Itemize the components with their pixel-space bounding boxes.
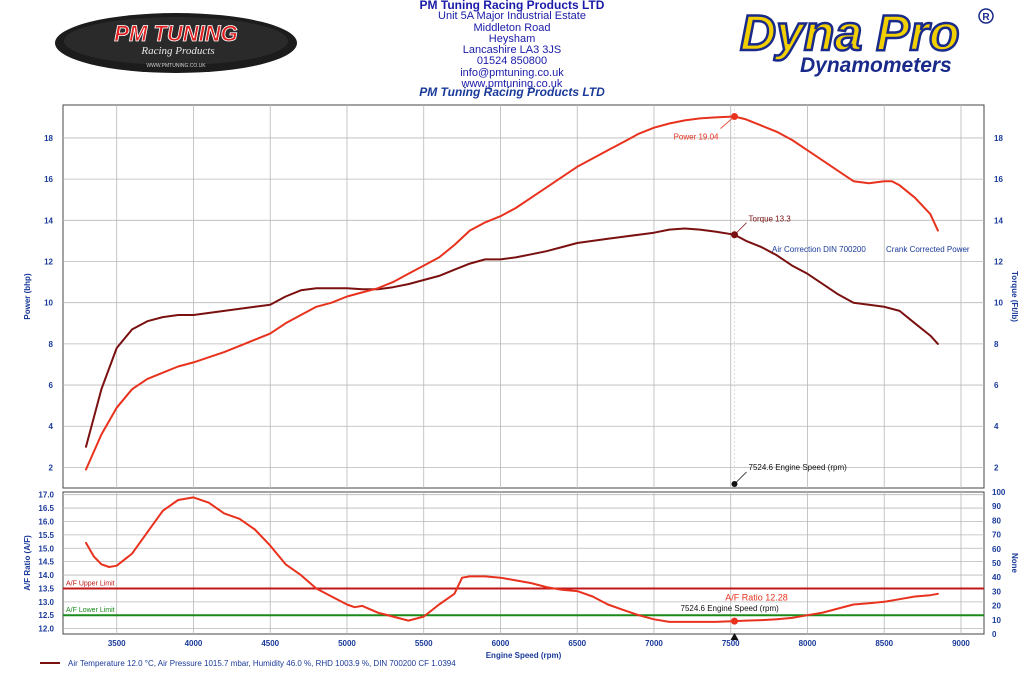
company-address-block: PM Tuning Racing Products LTD Unit 5A Ma… [380, 0, 644, 90]
power-y-tick-label: 6 [49, 381, 54, 390]
afr-y-tick-label: 12.5 [38, 611, 54, 620]
power-axis-title: Power (bhp) [23, 273, 32, 320]
website-url: www.pmtuning.co.uk [461, 78, 563, 91]
x-tick-label: 6500 [568, 639, 586, 648]
email-address: info@pmtuning.co.uk [460, 66, 564, 79]
torque-y-tick-label: 14 [994, 216, 1003, 225]
power-readout-label: Power 19.04 [674, 133, 719, 142]
svg-text:Racing Products: Racing Products [140, 45, 214, 57]
power-leader-line [720, 116, 735, 129]
power-y-tick-label: 10 [44, 299, 53, 308]
power-y-tick-label: 16 [44, 175, 53, 184]
afr-cursor-marker [731, 617, 739, 625]
afr-readout-label: A/F Ratio 12.28 [725, 592, 788, 602]
afr-y-tick-label: 13.5 [38, 584, 54, 593]
right-y-tick-label: 70 [992, 531, 1001, 540]
afr-y-tick-label: 16.0 [38, 517, 54, 526]
afr-panel-frame [62, 491, 985, 635]
afr-y-tick-label: 16.5 [38, 504, 54, 513]
address-line: Lancashire LA3 3JS [462, 44, 562, 57]
engine-speed-readout-label: 7524.6 Engine Speed (rpm) [749, 463, 848, 472]
svg-text:WWW.PMTUNING.CO.UK: WWW.PMTUNING.CO.UK [146, 63, 206, 69]
power-y-tick-label: 2 [49, 463, 54, 472]
air-correction-label: Air Correction DIN 700200 [772, 245, 866, 254]
x-tick-label: 7000 [645, 639, 663, 648]
torque-y-tick-label: 18 [994, 134, 1003, 143]
chart-title: PM Tuning Racing Products LTD [419, 85, 605, 99]
svg-text:Dyna Pro: Dyna Pro [740, 5, 960, 61]
address-line: Unit 5A Major Industrial Estate [438, 10, 586, 23]
right-y-tick-label: 60 [992, 545, 1001, 554]
chart-legend: Air Temperature 12.0 °C, Air Pressure 10… [40, 659, 456, 668]
power-y-tick-label: 18 [44, 134, 53, 143]
company-name: PM Tuning Racing Products LTD [419, 0, 605, 12]
power-y-tick-label: 14 [44, 216, 53, 225]
afr-y-tick-label: 17.0 [38, 491, 54, 500]
correction-mode-label: Crank Corrected Power [886, 245, 970, 254]
power-y-tick-label: 12 [44, 257, 53, 266]
right-axis-title: None [1010, 553, 1019, 574]
legend-text: Air Temperature 12.0 °C, Air Pressure 10… [68, 659, 456, 668]
torque-y-tick-label: 6 [994, 381, 999, 390]
torque-y-tick-label: 2 [994, 463, 999, 472]
engine-speed-leader-line [734, 471, 747, 485]
right-y-tick-label: 40 [992, 573, 1001, 582]
x-tick-label: 9000 [952, 639, 970, 648]
right-y-tick-label: 50 [992, 559, 1001, 568]
x-tick-label: 3500 [108, 639, 126, 648]
dyna-pro-logo: Dyna Pro R Dynamometers [739, 4, 994, 77]
afr-y-tick-label: 15.0 [38, 544, 54, 553]
right-y-tick-label: 20 [992, 602, 1001, 611]
x-tick-label: 4500 [261, 639, 279, 648]
address-line: Middleton Road [473, 21, 551, 34]
torque-y-tick-label: 12 [994, 257, 1003, 266]
svg-text:R: R [982, 12, 990, 23]
x-tick-label: 6000 [492, 639, 510, 648]
report-header: PM TUNING Racing Products WWW.PMTUNING.C… [0, 0, 1024, 90]
right-y-tick-label: 10 [992, 616, 1001, 625]
afr-engine-speed-label: 7524.6 Engine Speed (rpm) [681, 604, 780, 613]
right-y-tick-label: 30 [992, 587, 1001, 596]
x-tick-label: 8000 [799, 639, 817, 648]
afr-lower-limit-label: A/F Lower Limit [66, 607, 115, 614]
afr-y-tick-label: 13.0 [38, 598, 54, 607]
x-tick-label: 5500 [415, 639, 433, 648]
right-y-tick-label: 80 [992, 516, 1001, 525]
torque-y-tick-label: 10 [994, 299, 1003, 308]
x-axis-title: Engine Speed (rpm) [486, 651, 562, 660]
afr-y-tick-label: 14.0 [38, 571, 54, 580]
power-y-tick-label: 8 [49, 340, 54, 349]
x-tick-label: 8500 [875, 639, 893, 648]
power-panel-frame [62, 104, 985, 489]
torque-leader-line [734, 222, 747, 236]
afr-y-tick-label: 12.0 [38, 625, 54, 634]
x-tick-label: 7500 [722, 639, 740, 648]
right-y-tick-label: 100 [992, 488, 1006, 497]
pm-tuning-logo: PM TUNING Racing Products WWW.PMTUNING.C… [55, 13, 297, 73]
torque-y-tick-label: 16 [994, 175, 1003, 184]
power-series-line [85, 115, 939, 471]
torque-y-tick-label: 8 [994, 340, 999, 349]
x-tick-label: 4000 [185, 639, 203, 648]
torque-axis-title: Torque (Ft/lb) [1010, 271, 1019, 322]
right-y-tick-label: 0 [992, 630, 997, 639]
afr-series-line [85, 496, 939, 623]
cursor-pointer-icon [730, 633, 739, 640]
afr-upper-limit-label: A/F Upper Limit [66, 580, 115, 587]
afr-y-tick-label: 14.5 [38, 558, 54, 567]
phone-number: 01524 850800 [476, 55, 548, 68]
torque-y-tick-label: 4 [994, 422, 999, 431]
svg-text:Dynamometers: Dynamometers [800, 54, 952, 77]
power-y-tick-label: 4 [49, 422, 54, 431]
right-y-tick-label: 90 [992, 502, 1001, 511]
afr-axis-title: A/F Ratio (A/F) [23, 535, 32, 591]
afr-y-tick-label: 15.5 [38, 531, 54, 540]
x-tick-label: 5000 [338, 639, 356, 648]
torque-series-line [85, 227, 939, 448]
torque-readout-label: Torque 13.3 [749, 215, 792, 224]
address-line: Heysham [488, 32, 536, 45]
svg-text:PM TUNING: PM TUNING [114, 21, 237, 46]
